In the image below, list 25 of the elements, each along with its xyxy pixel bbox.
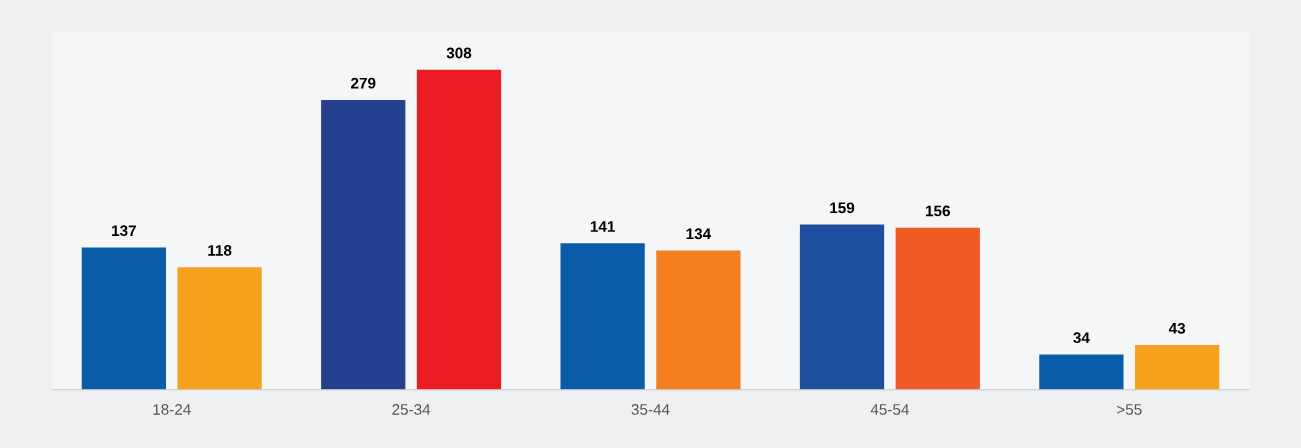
data-label: 156 xyxy=(925,205,950,217)
bar xyxy=(799,224,885,390)
data-label: 43 xyxy=(1168,322,1186,334)
bar xyxy=(81,247,166,390)
bar xyxy=(1135,345,1220,390)
bar xyxy=(177,267,262,390)
x-tick-label: 45-54 xyxy=(870,404,909,415)
data-label: 141 xyxy=(590,221,615,232)
bar xyxy=(1039,354,1124,390)
x-tick-label: 25-34 xyxy=(392,404,431,415)
data-label: 137 xyxy=(112,225,136,237)
data-label: 34 xyxy=(1073,332,1090,344)
x-tick-label: >55 xyxy=(1117,404,1142,415)
data-label: 159 xyxy=(830,202,855,214)
data-label: 134 xyxy=(686,228,712,240)
x-tick-label: 18-24 xyxy=(153,404,191,415)
bar xyxy=(656,250,741,390)
bar xyxy=(321,99,406,390)
data-label: 279 xyxy=(351,77,376,89)
data-label: 308 xyxy=(446,47,472,59)
bar xyxy=(895,227,980,390)
x-tick-label: 35-44 xyxy=(631,404,670,415)
data-label: 118 xyxy=(208,244,232,256)
bar xyxy=(416,69,502,390)
bar xyxy=(560,243,645,390)
